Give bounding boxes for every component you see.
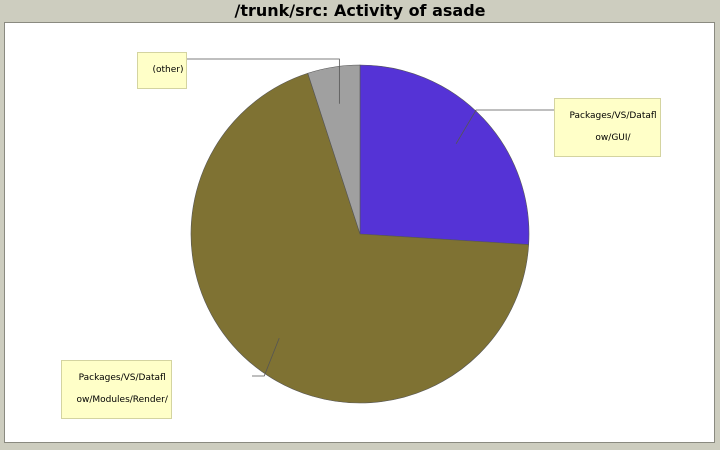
slice-label-gui: Packages/VS/Datafl ow/GUI/ xyxy=(554,98,661,157)
slice-render xyxy=(190,72,529,404)
slice-other xyxy=(307,64,361,235)
slice-label-gui-line1: Packages/VS/Datafl xyxy=(569,111,657,121)
slice-other-leader-line xyxy=(175,58,340,104)
pie-chart xyxy=(175,58,554,404)
slice-label-gui-line2: ow/GUI/ xyxy=(595,133,631,143)
chart-title: /trunk/src: Activity of asade xyxy=(234,1,486,20)
slice-render-leader-line xyxy=(252,338,280,377)
slice-label-render: Packages/VS/Datafl ow/Modules/Render/ xyxy=(61,360,172,419)
slice-label-render-line2: ow/Modules/Render/ xyxy=(76,395,168,405)
slice-label-render-line1: Packages/VS/Datafl xyxy=(78,373,166,383)
slice-gui-leader-line xyxy=(455,109,554,144)
slice-label-other-line1: (other) xyxy=(152,65,184,75)
slice-label-other: (other) xyxy=(137,52,188,89)
slice-gui xyxy=(359,64,530,245)
plot-area: Packages/VS/Datafl ow/GUI/ Packages/VS/D… xyxy=(4,22,715,443)
